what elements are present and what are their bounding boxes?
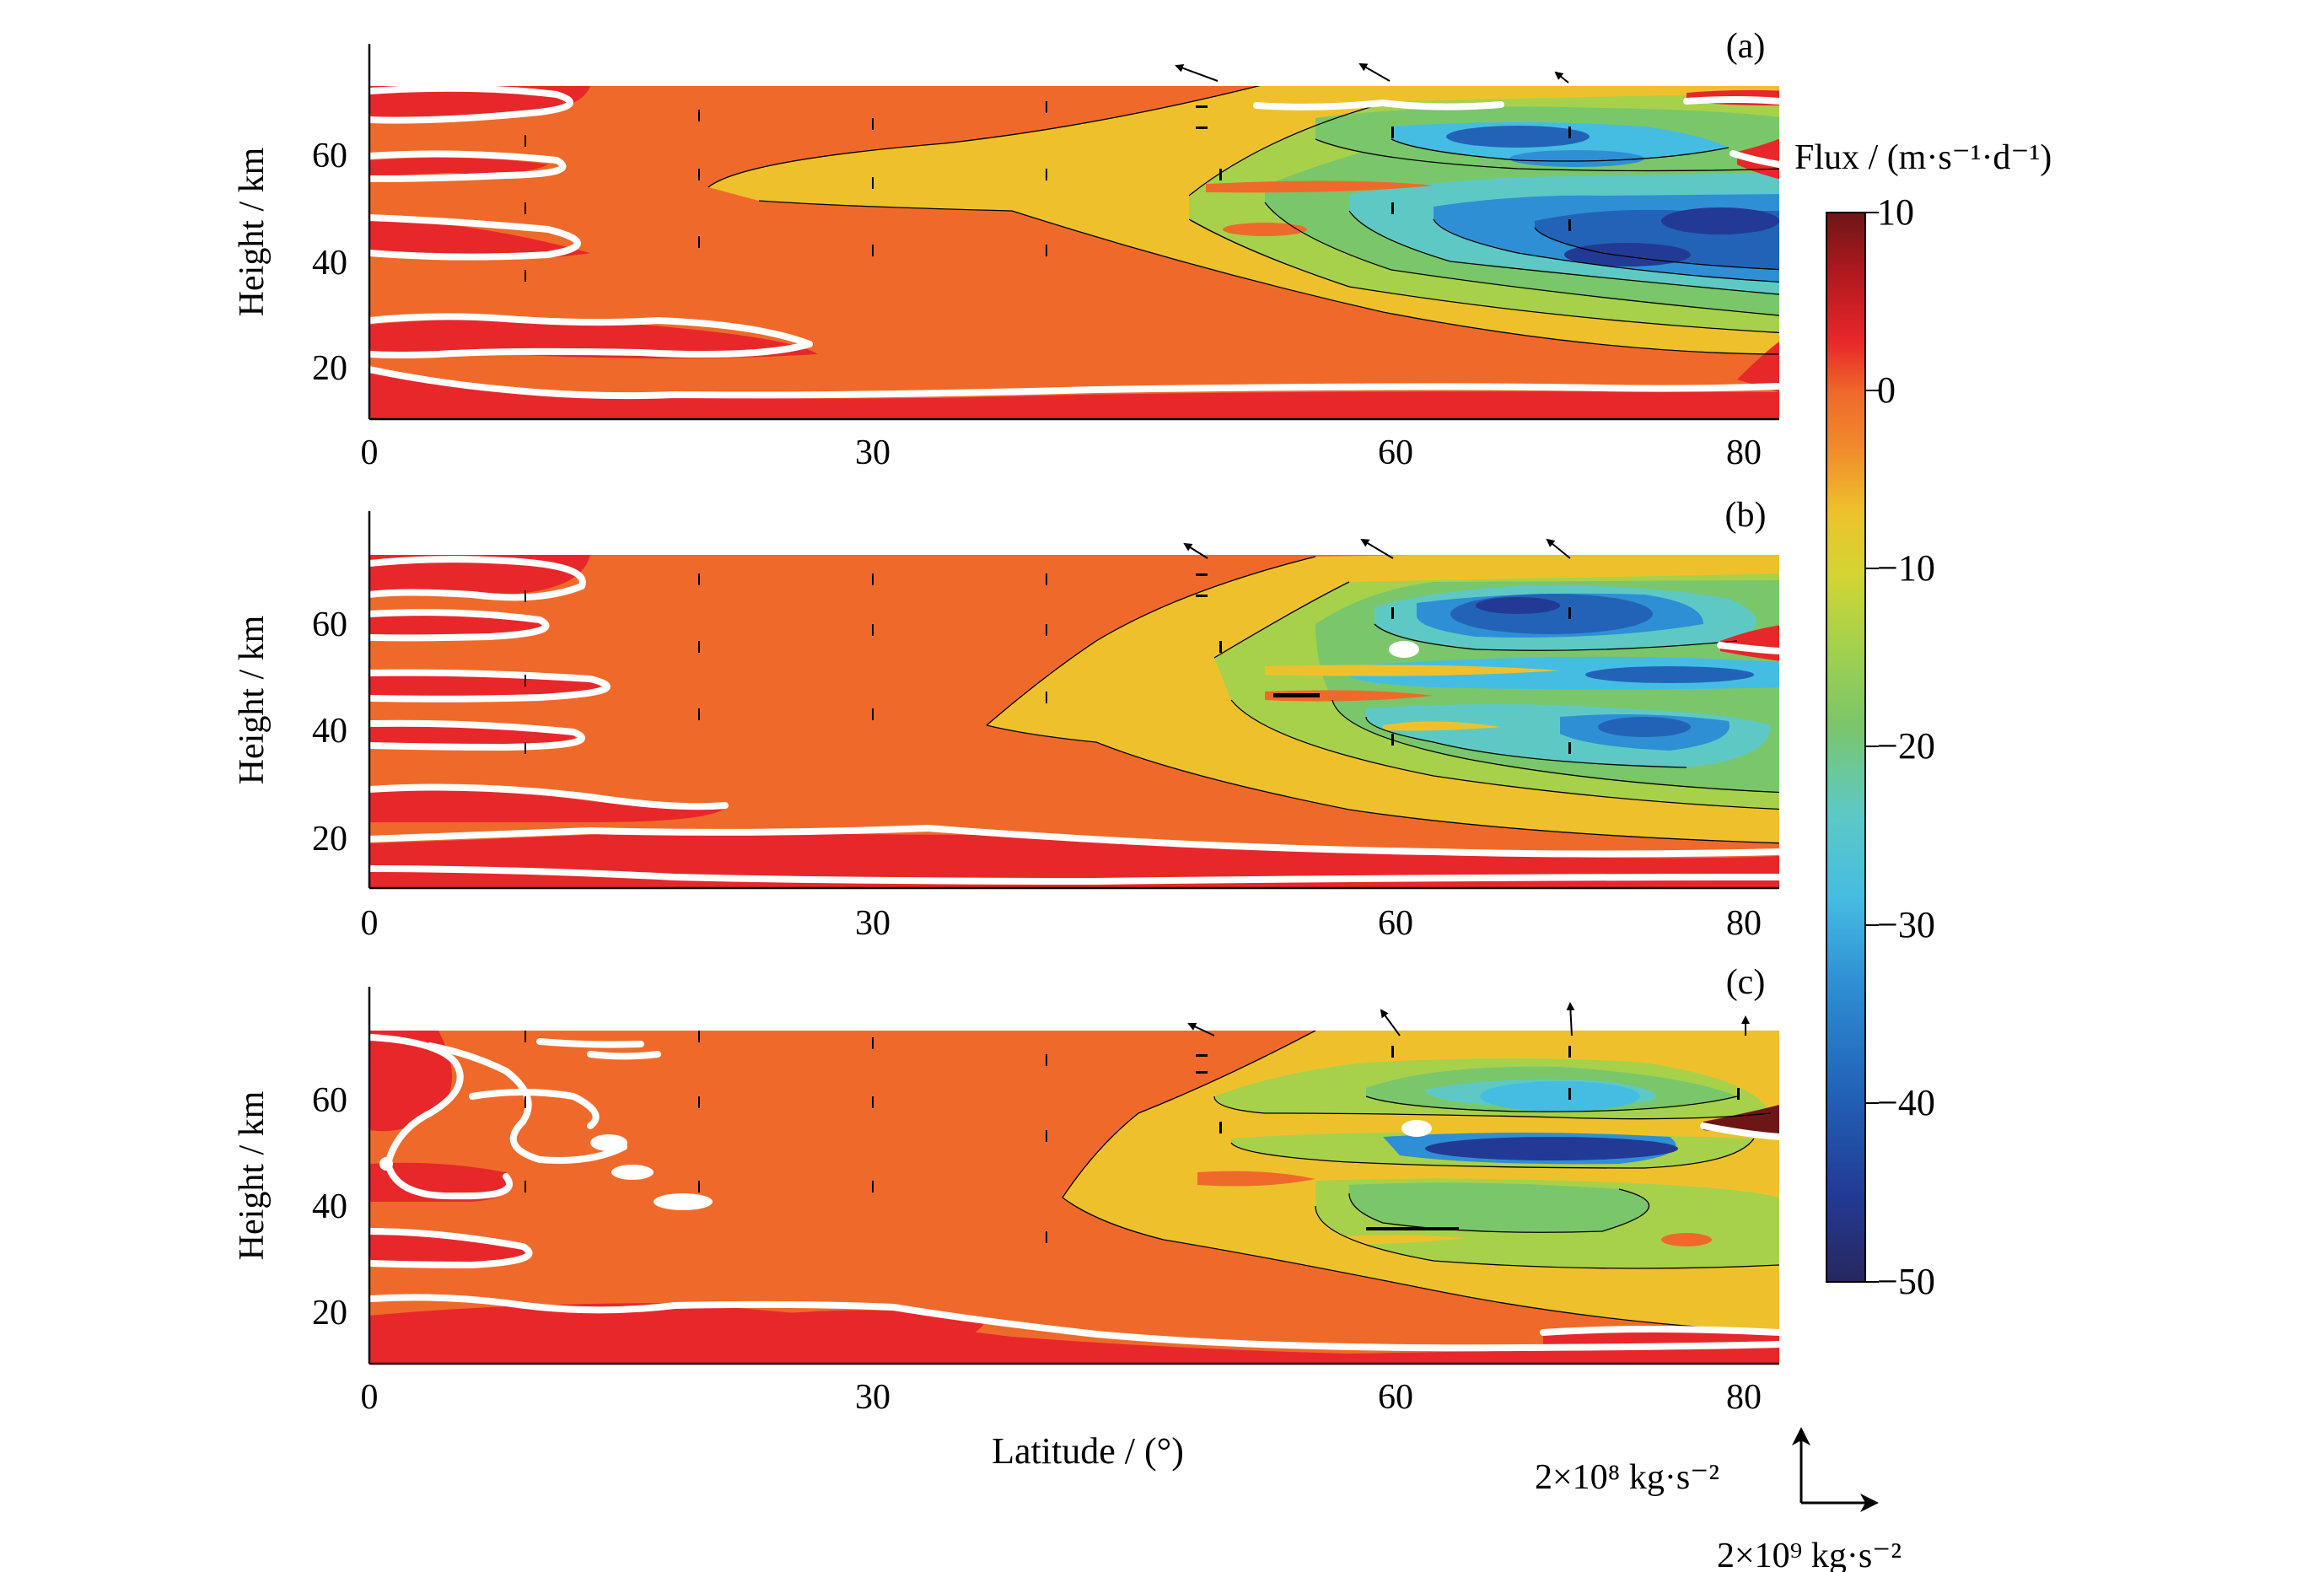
colorbar-tick-minus50: −50	[1877, 1261, 1935, 1302]
colorbar-tick-0: 0	[1877, 369, 1896, 411]
panel-a-xticks: 0 30 60 80	[361, 433, 1762, 472]
colorbar-tick-10: 10	[1877, 191, 1914, 233]
panel-a-vector-1	[1175, 64, 1218, 82]
panel-a-axes	[368, 44, 1779, 421]
panel-c-vector-1	[1187, 1022, 1215, 1036]
panel-b-ytick-20: 20	[312, 820, 347, 859]
panel-a-label: (a)	[1726, 27, 1766, 66]
panel-a-vector-arrows	[1175, 63, 1569, 83]
panel-a-yticks: 20 40 60	[312, 137, 347, 388]
panel-c-vector-3	[1566, 1002, 1575, 1036]
panel-b-vector-1	[1183, 542, 1208, 559]
panel-a-vector-ticks	[525, 101, 1571, 282]
panel-c-ytick-40: 40	[312, 1187, 347, 1226]
vector-key-horizontal-label: 2×10⁹ kg·s⁻²	[1717, 1537, 1902, 1572]
panel-c-vector-arrows	[1187, 1002, 1750, 1036]
panel-b: 0 30 60 80 20 40 60 Height / km (b)	[233, 496, 1779, 943]
panel-a: 0 30 60 80 20 40 60 Height / km (a)	[233, 27, 1779, 472]
panel-c-xtick-30: 30	[855, 1378, 890, 1417]
panel-b-xtick-80: 80	[1726, 904, 1762, 943]
panel-c-label: (c)	[1726, 963, 1766, 1002]
colorbar: Flux / (m·s⁻¹·d⁻¹) 10 0 −10 −20 −30 −40 …	[1794, 138, 2052, 1302]
panel-b-xtick-0: 0	[361, 904, 379, 943]
panel-b-label: (b)	[1725, 496, 1767, 535]
panel-a-vector-3	[1554, 71, 1569, 83]
panel-c-vector-ticks	[525, 1031, 1740, 1243]
panel-b-ylabel: Height / km	[233, 615, 272, 784]
panel-c-ytick-60: 60	[312, 1081, 347, 1120]
panel-c-ylabel: Height / km	[233, 1090, 272, 1260]
panel-b-vector-arrows	[1183, 538, 1571, 559]
panel-a-ylabel: Height / km	[233, 147, 272, 316]
panel-b-xtick-60: 60	[1378, 904, 1413, 943]
colorbar-tick-labels: 10 0 −10 −20 −30 −40 −50	[1877, 191, 1935, 1302]
panel-a-ytick-40: 40	[312, 244, 347, 283]
panel-a-contours	[369, 86, 1779, 419]
panel-b-xticks: 0 30 60 80	[361, 904, 1762, 943]
colorbar-tick-minus40: −40	[1877, 1082, 1935, 1123]
panel-a-xtick-0: 0	[361, 433, 379, 472]
panel-c-xtick-60: 60	[1378, 1378, 1413, 1417]
colorbar-gradient	[1826, 212, 1866, 1283]
colorbar-label: Flux / (m·s⁻¹·d⁻¹)	[1794, 138, 2052, 177]
colorbar-tick-minus10: −10	[1877, 547, 1935, 589]
panel-a-vector-2	[1358, 63, 1391, 82]
panel-b-contours	[369, 555, 1779, 888]
panel-c-yticks: 20 40 60	[312, 1081, 347, 1332]
panel-c: 0 30 60 80 20 40 60 Height / km (c) Lati…	[233, 963, 1779, 1472]
panel-c-contours	[369, 1031, 1779, 1364]
panel-c-xtick-0: 0	[361, 1378, 379, 1417]
panel-c-vector-2	[1380, 1009, 1401, 1036]
panel-a-xtick-80: 80	[1726, 433, 1762, 472]
colorbar-ticks	[1865, 212, 1879, 1283]
colorbar-tick-minus20: −20	[1877, 725, 1935, 767]
panel-b-vector-ticks	[525, 573, 1571, 754]
panel-c-xtick-80: 80	[1726, 1378, 1762, 1417]
panel-b-axes	[368, 511, 1779, 890]
panel-a-ytick-60: 60	[312, 137, 347, 175]
panel-b-vector-3	[1546, 538, 1571, 559]
panel-b-yticks: 20 40 60	[312, 606, 347, 859]
vector-key: 2×10⁸ kg·s⁻² 2×10⁹ kg·s⁻²	[1535, 1427, 1902, 1572]
panel-b-xtick-30: 30	[855, 904, 890, 943]
panel-a-xtick-30: 30	[855, 433, 890, 472]
panel-a-xtick-60: 60	[1378, 433, 1413, 472]
panel-c-ytick-20: 20	[312, 1294, 347, 1332]
panel-b-ytick-60: 60	[312, 606, 347, 644]
panel-c-axes	[368, 987, 1779, 1365]
vector-key-vertical-label: 2×10⁸ kg·s⁻²	[1535, 1458, 1719, 1497]
panel-b-ytick-40: 40	[312, 712, 347, 751]
panel-c-xticks: 0 30 60 80	[361, 1378, 1762, 1417]
x-axis-label: Latitude / (°)	[992, 1430, 1184, 1472]
colorbar-tick-minus30: −30	[1877, 904, 1935, 945]
panel-b-vector-2	[1360, 538, 1394, 559]
panel-a-ytick-20: 20	[312, 349, 347, 388]
